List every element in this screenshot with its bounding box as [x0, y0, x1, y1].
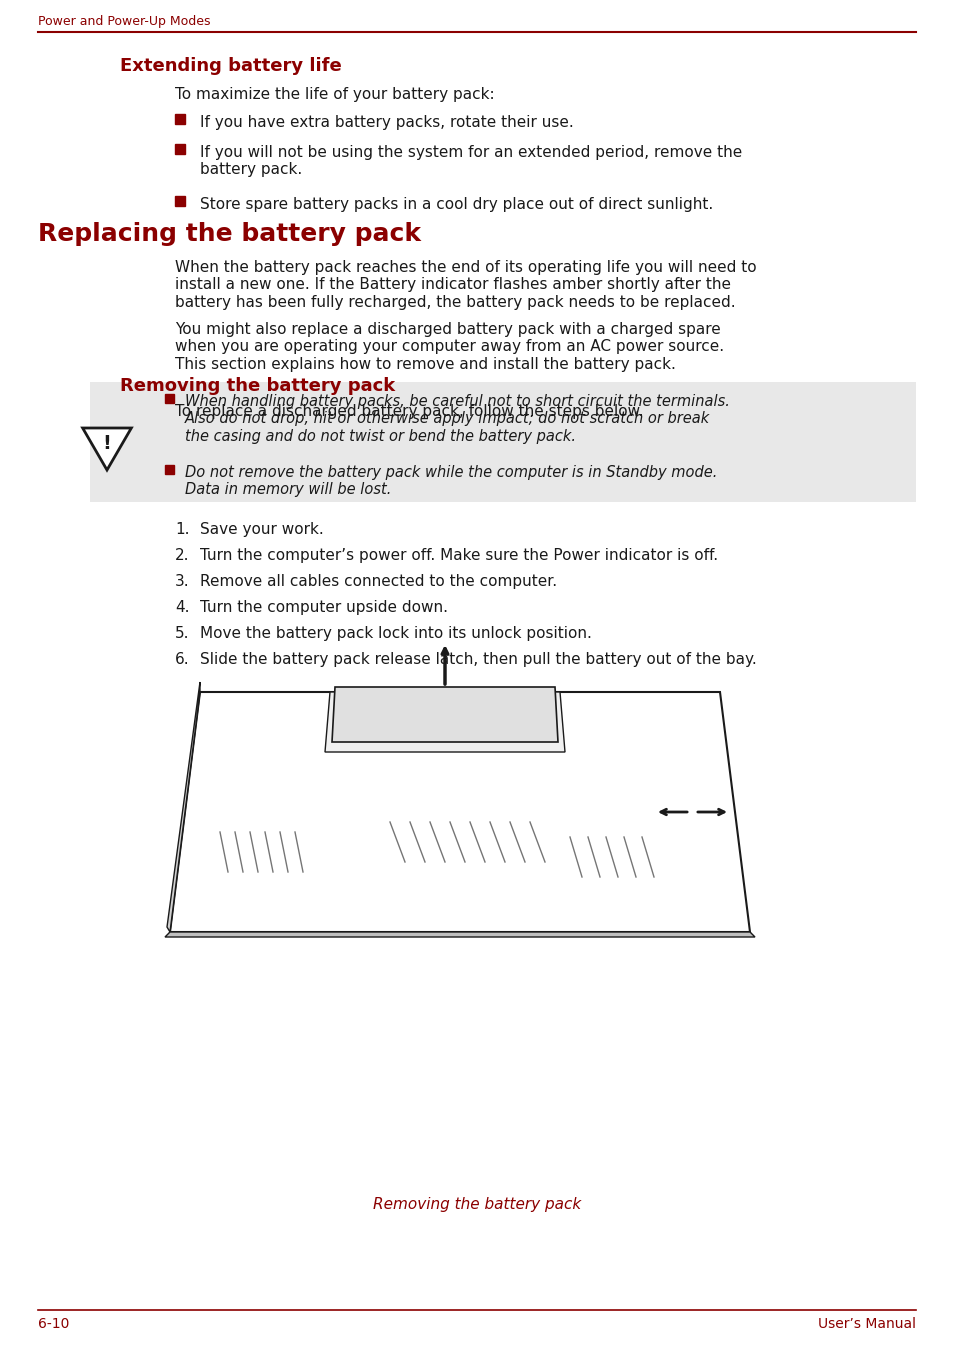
Polygon shape [83, 429, 132, 470]
Bar [165, 393, 173, 403]
Text: Save your work.: Save your work. [200, 522, 323, 537]
Text: Do not remove the battery pack while the computer is in Standby mode.
Data in me: Do not remove the battery pack while the… [185, 465, 717, 498]
Bar [165, 465, 173, 475]
Polygon shape [167, 681, 200, 932]
Text: Replacing the battery pack: Replacing the battery pack [38, 222, 420, 246]
Text: Turn the computer’s power off. Make sure the Power indicator is off.: Turn the computer’s power off. Make sure… [200, 548, 718, 562]
Polygon shape [325, 692, 564, 752]
Polygon shape [332, 687, 558, 742]
Text: To replace a discharged battery pack, follow the steps below.: To replace a discharged battery pack, fo… [174, 404, 643, 419]
Text: Removing the battery pack: Removing the battery pack [373, 1197, 580, 1211]
Text: You might also replace a discharged battery pack with a charged spare
when you a: You might also replace a discharged batt… [174, 322, 723, 372]
Text: 3.: 3. [174, 575, 190, 589]
FancyBboxPatch shape [90, 383, 915, 502]
Text: Move the battery pack lock into its unlock position.: Move the battery pack lock into its unlo… [200, 626, 591, 641]
Text: 1.: 1. [174, 522, 190, 537]
Text: When the battery pack reaches the end of its operating life you will need to
ins: When the battery pack reaches the end of… [174, 260, 756, 310]
Text: Turn the computer upside down.: Turn the computer upside down. [200, 600, 448, 615]
Text: !: ! [103, 434, 112, 453]
Text: User’s Manual: User’s Manual [817, 1317, 915, 1330]
Text: Slide the battery pack release latch, then pull the battery out of the bay.: Slide the battery pack release latch, th… [200, 652, 756, 667]
Text: If you will not be using the system for an extended period, remove the
battery p: If you will not be using the system for … [200, 145, 741, 177]
Bar [174, 114, 185, 124]
Text: 2.: 2. [174, 548, 190, 562]
Text: To maximize the life of your battery pack:: To maximize the life of your battery pac… [174, 87, 494, 101]
Text: Remove all cables connected to the computer.: Remove all cables connected to the compu… [200, 575, 557, 589]
Text: Power and Power-Up Modes: Power and Power-Up Modes [38, 15, 211, 28]
Text: Store spare battery packs in a cool dry place out of direct sunlight.: Store spare battery packs in a cool dry … [200, 197, 713, 212]
Text: 6-10: 6-10 [38, 1317, 70, 1330]
Text: Removing the battery pack: Removing the battery pack [120, 377, 395, 395]
Text: 5.: 5. [174, 626, 190, 641]
Text: 6.: 6. [174, 652, 190, 667]
Text: 4.: 4. [174, 600, 190, 615]
Text: When handling battery packs, be careful not to short circuit the terminals.
Also: When handling battery packs, be careful … [185, 393, 729, 443]
Bar [174, 145, 185, 154]
Text: Extending battery life: Extending battery life [120, 57, 341, 74]
Polygon shape [165, 932, 754, 937]
Polygon shape [170, 692, 749, 932]
Bar [174, 196, 185, 206]
Text: If you have extra battery packs, rotate their use.: If you have extra battery packs, rotate … [200, 115, 573, 130]
